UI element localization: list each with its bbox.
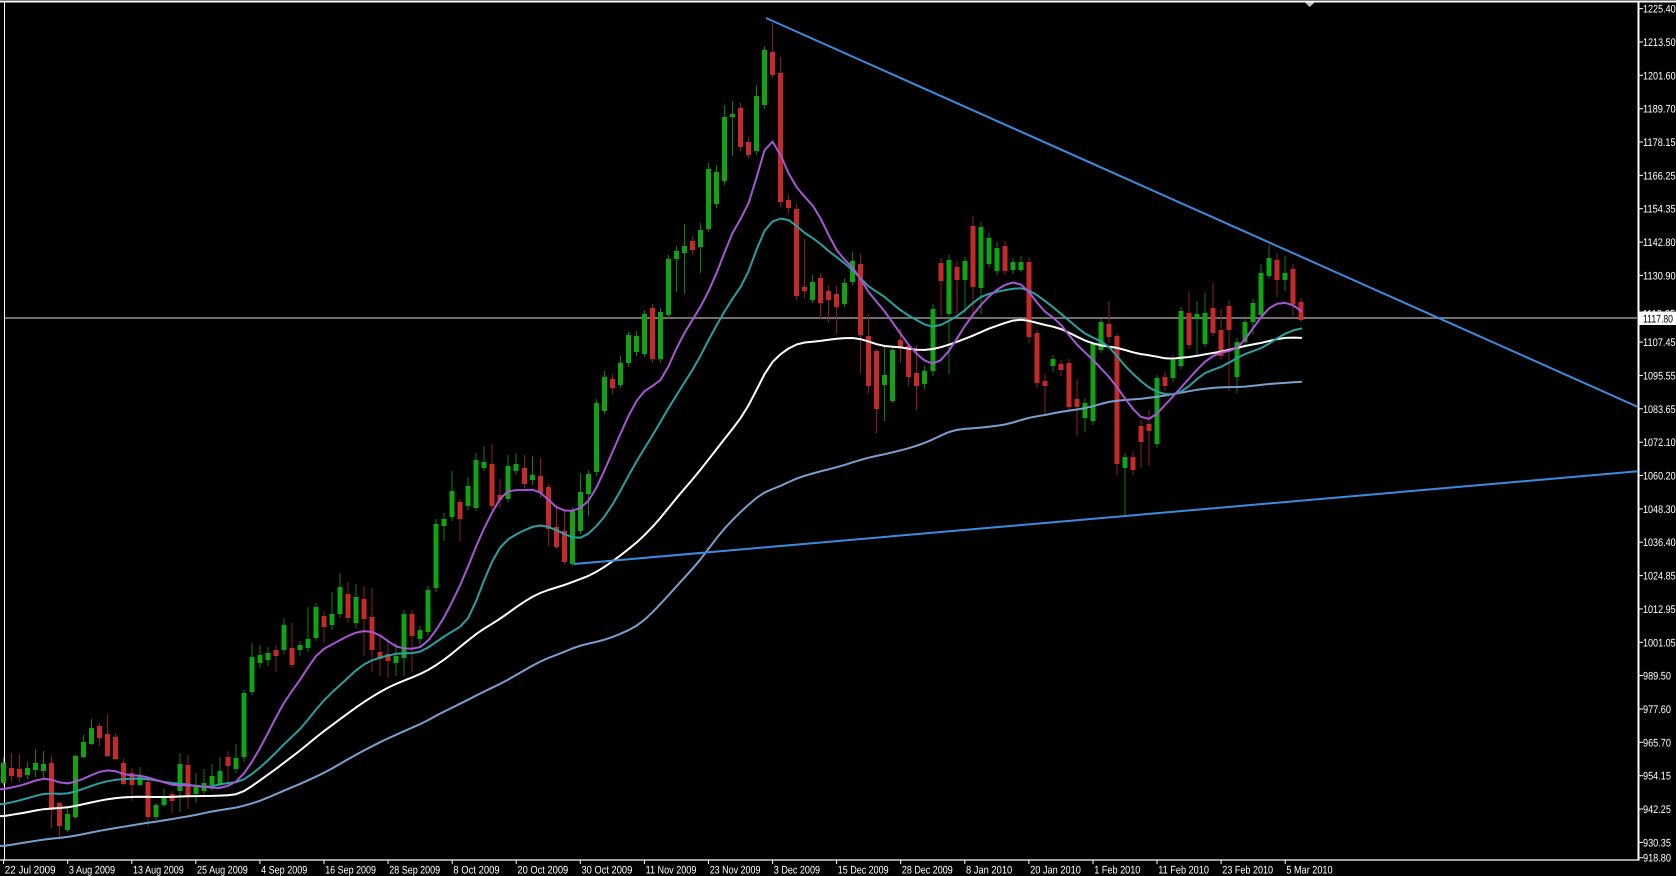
svg-text:989.50: 989.50 xyxy=(1643,671,1671,683)
svg-text:1225.40: 1225.40 xyxy=(1643,4,1676,16)
svg-text:1107.45: 1107.45 xyxy=(1643,337,1676,349)
svg-text:11 Nov 2009: 11 Nov 2009 xyxy=(646,865,697,876)
svg-text:977.60: 977.60 xyxy=(1643,704,1671,716)
svg-text:20 Oct 2009: 20 Oct 2009 xyxy=(517,865,568,876)
svg-text:28 Sep 2009: 28 Sep 2009 xyxy=(389,865,440,876)
svg-text:3 Dec 2009: 3 Dec 2009 xyxy=(774,865,820,876)
svg-text:1036.40: 1036.40 xyxy=(1643,537,1676,549)
svg-text:930.35: 930.35 xyxy=(1643,837,1671,849)
svg-text:1154.35: 1154.35 xyxy=(1643,204,1676,216)
svg-text:1 Feb 2010: 1 Feb 2010 xyxy=(1094,865,1140,876)
svg-text:1083.65: 1083.65 xyxy=(1643,404,1676,416)
svg-text:1189.70: 1189.70 xyxy=(1643,104,1676,116)
svg-text:1142.80: 1142.80 xyxy=(1643,237,1676,249)
svg-text:1012.95: 1012.95 xyxy=(1643,604,1676,616)
svg-text:30 Oct 2009: 30 Oct 2009 xyxy=(582,865,633,876)
svg-text:25 Aug 2009: 25 Aug 2009 xyxy=(197,865,248,876)
svg-text:1060.20: 1060.20 xyxy=(1643,471,1676,483)
svg-text:13 Aug 2009: 13 Aug 2009 xyxy=(133,865,184,876)
svg-text:11 Feb 2010: 11 Feb 2010 xyxy=(1158,865,1209,876)
svg-text:22 Jul 2009: 22 Jul 2009 xyxy=(5,865,56,876)
svg-text:1201.60: 1201.60 xyxy=(1643,70,1676,82)
svg-text:918.80: 918.80 xyxy=(1643,853,1671,865)
svg-text:1095.55: 1095.55 xyxy=(1643,371,1676,383)
svg-text:5 Mar 2010: 5 Mar 2010 xyxy=(1286,865,1332,876)
svg-text:1117.80: 1117.80 xyxy=(1643,314,1673,326)
svg-text:1024.85: 1024.85 xyxy=(1643,571,1676,583)
svg-text:942.25: 942.25 xyxy=(1643,804,1671,816)
svg-text:1178.15: 1178.15 xyxy=(1643,137,1676,149)
svg-text:954.15: 954.15 xyxy=(1643,771,1671,783)
svg-text:1001.05: 1001.05 xyxy=(1643,637,1676,649)
svg-text:20 Jan 2010: 20 Jan 2010 xyxy=(1030,865,1081,876)
svg-text:8 Oct 2009: 8 Oct 2009 xyxy=(453,865,499,876)
svg-text:3 Aug 2009: 3 Aug 2009 xyxy=(69,865,115,876)
svg-text:16 Sep 2009: 16 Sep 2009 xyxy=(325,865,376,876)
svg-text:28 Dec 2009: 28 Dec 2009 xyxy=(902,865,953,876)
svg-text:4 Sep 2009: 4 Sep 2009 xyxy=(261,865,307,876)
svg-text:8 Jan 2010: 8 Jan 2010 xyxy=(966,865,1012,876)
svg-text:1166.25: 1166.25 xyxy=(1643,170,1676,182)
svg-text:15 Dec 2009: 15 Dec 2009 xyxy=(838,865,889,876)
svg-text:965.70: 965.70 xyxy=(1643,737,1671,749)
svg-text:23 Nov 2009: 23 Nov 2009 xyxy=(710,865,761,876)
svg-text:1072.10: 1072.10 xyxy=(1643,437,1676,449)
svg-text:23 Feb 2010: 23 Feb 2010 xyxy=(1222,865,1273,876)
svg-text:1130.90: 1130.90 xyxy=(1643,270,1676,282)
svg-text:1048.30: 1048.30 xyxy=(1643,504,1676,516)
svg-text:1213.50: 1213.50 xyxy=(1643,37,1676,49)
